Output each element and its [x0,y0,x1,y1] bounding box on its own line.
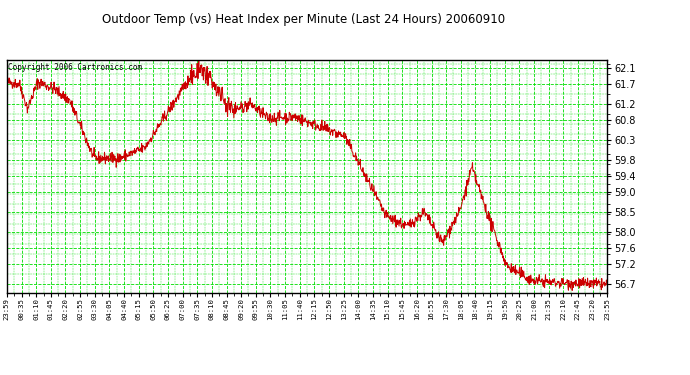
Text: Outdoor Temp (vs) Heat Index per Minute (Last 24 Hours) 20060910: Outdoor Temp (vs) Heat Index per Minute … [102,13,505,26]
Text: Copyright 2006 Cartronics.com: Copyright 2006 Cartronics.com [8,63,142,72]
